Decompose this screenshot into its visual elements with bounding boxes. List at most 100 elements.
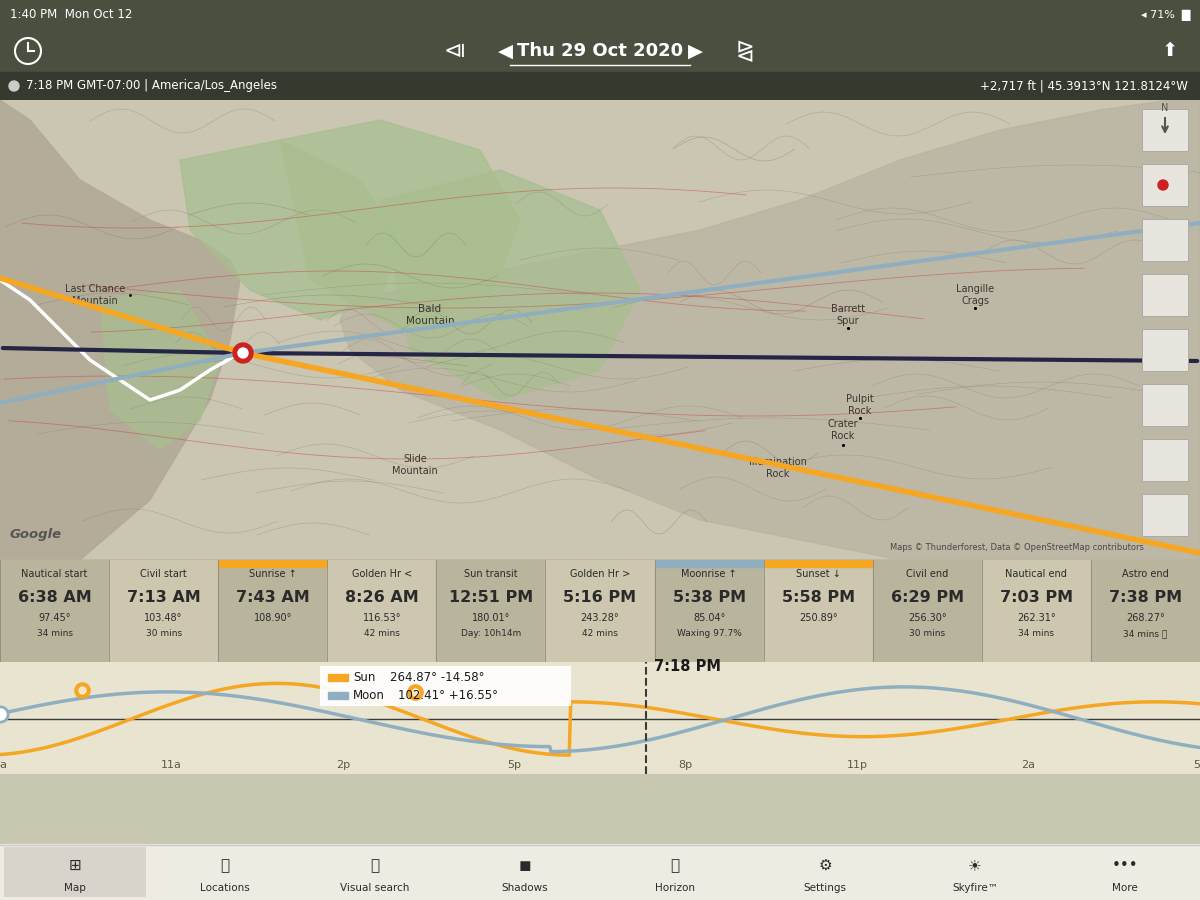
Text: +2,717 ft | 45.3913°N 121.8124°W: +2,717 ft | 45.3913°N 121.8124°W	[980, 79, 1188, 93]
Text: 5p: 5p	[508, 760, 521, 770]
Text: ⚙: ⚙	[818, 858, 832, 873]
Text: 42 mins: 42 mins	[582, 629, 618, 638]
Text: 7:03 PM: 7:03 PM	[1000, 590, 1073, 606]
Bar	[328, 674, 348, 681]
Text: Crater
Rock: Crater Rock	[828, 418, 858, 441]
Text: 102.41° +16.55°: 102.41° +16.55°	[398, 688, 498, 702]
Text: ◼: ◼	[518, 858, 532, 873]
Text: 5:58 PM: 5:58 PM	[781, 590, 854, 606]
Text: Waxing 97.7%: Waxing 97.7%	[677, 629, 742, 638]
Text: Google: Google	[10, 528, 62, 541]
Text: 1:40 PM  Mon Oct 12: 1:40 PM Mon Oct 12	[10, 8, 132, 22]
Text: Civil end: Civil end	[906, 569, 948, 579]
Text: 11a: 11a	[161, 760, 182, 770]
Text: Astro end: Astro end	[1122, 569, 1169, 579]
Text: 34 mins: 34 mins	[1019, 629, 1055, 638]
Bar	[4, 847, 146, 897]
Bar	[654, 560, 763, 662]
Text: Civil start: Civil start	[140, 569, 187, 579]
Text: 108.90°: 108.90°	[253, 613, 292, 623]
Bar	[1142, 329, 1188, 371]
Text: Skyfire™: Skyfire™	[952, 883, 998, 893]
Text: Sun transit: Sun transit	[464, 569, 517, 579]
Text: 42 mins: 42 mins	[364, 629, 400, 638]
Text: 85.04°: 85.04°	[692, 613, 725, 623]
Bar	[109, 560, 218, 662]
Text: Settings: Settings	[804, 883, 846, 893]
Bar	[546, 560, 654, 662]
Text: 30 mins: 30 mins	[910, 629, 946, 638]
Text: Horizon: Horizon	[655, 883, 695, 893]
Text: 7:13 AM: 7:13 AM	[127, 590, 200, 606]
Text: 34 mins: 34 mins	[36, 629, 72, 638]
Circle shape	[238, 348, 248, 358]
Polygon shape	[380, 170, 640, 400]
Text: 5a: 5a	[1193, 760, 1200, 770]
Bar	[982, 560, 1091, 662]
Text: ⌕: ⌕	[371, 858, 379, 873]
Circle shape	[10, 81, 19, 91]
Bar	[1142, 439, 1188, 481]
Text: 243.28°: 243.28°	[581, 613, 619, 623]
Text: ▶: ▶	[688, 41, 702, 60]
Bar	[0, 0, 1200, 30]
Text: Sun: Sun	[353, 670, 376, 684]
Bar	[1142, 164, 1188, 206]
Text: 7:43 AM: 7:43 AM	[236, 590, 310, 606]
Text: 2p: 2p	[336, 760, 350, 770]
Text: 12:51 PM: 12:51 PM	[449, 590, 533, 606]
Text: •••: •••	[1111, 858, 1139, 873]
Text: Sunrise ↑: Sunrise ↑	[248, 569, 296, 579]
Text: 6:29 PM: 6:29 PM	[890, 590, 964, 606]
Text: 116.53°: 116.53°	[362, 613, 401, 623]
Bar	[328, 692, 348, 699]
Bar	[218, 560, 328, 662]
Bar	[1142, 109, 1188, 151]
Polygon shape	[0, 100, 1200, 560]
Text: ◀: ◀	[498, 41, 512, 60]
Text: 34 mins ⓘ: 34 mins ⓘ	[1123, 629, 1168, 638]
Text: N: N	[1162, 103, 1169, 113]
Bar	[0, 72, 1200, 100]
Text: 11p: 11p	[847, 760, 868, 770]
Bar	[0, 560, 109, 662]
Text: Slide
Mountain: Slide Mountain	[392, 454, 438, 476]
Text: 2a: 2a	[1021, 760, 1036, 770]
Text: 262.31°: 262.31°	[1018, 613, 1056, 623]
Text: 103.48°: 103.48°	[144, 613, 182, 623]
Text: Pulpit
Rock: Pulpit Rock	[846, 394, 874, 416]
Bar	[437, 560, 546, 662]
Text: 5:16 PM: 5:16 PM	[564, 590, 636, 606]
Text: 268.27°: 268.27°	[1126, 613, 1165, 623]
Text: Thu 29 Oct 2020: Thu 29 Oct 2020	[517, 42, 683, 60]
Text: 5:38 PM: 5:38 PM	[672, 590, 745, 606]
Bar	[1142, 219, 1188, 261]
Text: More: More	[1112, 883, 1138, 893]
Text: 7:18 PM GMT-07:00 | America/Los_Angeles: 7:18 PM GMT-07:00 | America/Los_Angeles	[26, 79, 277, 93]
Bar	[763, 560, 872, 662]
Text: ⊞: ⊞	[68, 858, 82, 873]
Text: ⦾: ⦾	[221, 858, 229, 873]
Text: Sunset ↓: Sunset ↓	[796, 569, 841, 579]
Text: 264.87° -14.58°: 264.87° -14.58°	[390, 670, 485, 684]
Text: ⛰: ⛰	[671, 858, 679, 873]
Bar	[872, 560, 982, 662]
Polygon shape	[0, 100, 240, 560]
Text: Barrett
Spur: Barrett Spur	[830, 304, 865, 326]
Circle shape	[1158, 180, 1168, 190]
Text: Bald
Mountain: Bald Mountain	[406, 304, 455, 326]
Bar	[328, 560, 437, 662]
Text: Illumination
Rock: Illumination Rock	[749, 457, 806, 479]
Text: Map: Map	[64, 883, 86, 893]
Text: Day: 10h14m: Day: 10h14m	[461, 629, 521, 638]
Bar	[1142, 494, 1188, 536]
Text: 250.89°: 250.89°	[799, 613, 838, 623]
Text: Golden Hr >: Golden Hr >	[570, 569, 630, 579]
Bar	[0, 30, 1200, 72]
Text: ⧎: ⧎	[736, 40, 755, 62]
Text: ⧏: ⧏	[444, 41, 466, 61]
Bar	[1091, 560, 1200, 662]
Text: Locations: Locations	[200, 883, 250, 893]
Bar	[1142, 274, 1188, 316]
Text: ◂ 71%  █: ◂ 71% █	[1141, 9, 1190, 21]
